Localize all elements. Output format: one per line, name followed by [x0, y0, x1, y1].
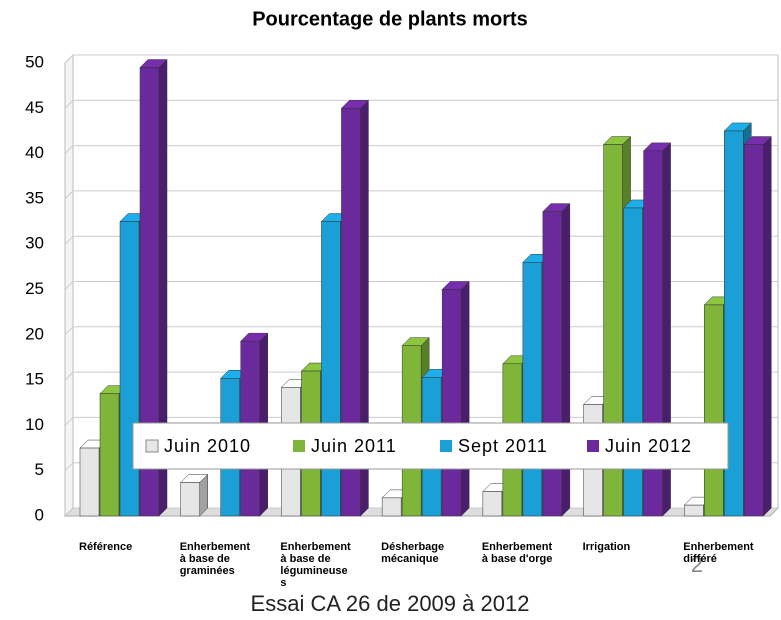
bar-front — [321, 221, 341, 517]
bar-front — [119, 221, 140, 517]
x-tick-label: Enherbement à base d'orge — [481, 541, 553, 565]
legend-swatch — [293, 440, 305, 452]
bar-front — [704, 304, 724, 517]
bar — [340, 99, 370, 517]
bar-front — [139, 67, 160, 517]
y-tick-label: 35 — [25, 188, 44, 207]
bar-front — [623, 207, 643, 517]
legend-label: Juin 2012 — [605, 436, 692, 456]
y-tick-label: 10 — [25, 415, 44, 434]
y-tick-label: 5 — [35, 460, 44, 479]
bar-front — [542, 211, 563, 517]
x-tick-label: Enherbement à base de graminées — [179, 541, 250, 577]
bar — [441, 280, 470, 517]
legend-swatch — [145, 439, 159, 453]
legend-swatch — [587, 440, 599, 452]
x-tick-label: Enherbement différé — [683, 541, 754, 565]
bar-front — [724, 130, 744, 517]
page-number: 2 — [691, 552, 703, 577]
x-tick-label: Référence — [79, 541, 133, 553]
y-tick-label: 15 — [25, 370, 44, 389]
legend-label: Sept 2011 — [458, 436, 548, 456]
bar-front — [482, 491, 503, 517]
grid-line — [64, 190, 778, 200]
bar — [743, 135, 772, 517]
bar-front — [381, 497, 402, 517]
grid-line — [64, 54, 778, 64]
bar-front — [341, 108, 361, 517]
footer: Essai CA 26 de 2009 à 2012 — [251, 591, 530, 616]
x-tick-label: Enherbement à base de légumineuse s — [280, 541, 351, 589]
x-tick-label: Désherbage mécanique — [381, 541, 445, 565]
bar-side — [460, 280, 470, 517]
grid-line — [64, 99, 778, 109]
legend-label: Juin 2010 — [164, 436, 251, 456]
bar — [180, 473, 209, 517]
bar-side — [763, 135, 772, 517]
legend-label: Juin 2011 — [311, 436, 397, 456]
y-tick-label: 20 — [25, 324, 44, 343]
bar-front — [99, 393, 120, 517]
bar-front — [79, 447, 100, 517]
grid-line — [64, 145, 778, 154]
legend-swatch — [440, 440, 452, 452]
y-tick-label: 30 — [25, 234, 44, 253]
legend-box — [132, 422, 729, 470]
x-tick-label: Irrigation — [582, 541, 631, 553]
bar-front — [744, 144, 764, 517]
bar-front — [441, 289, 462, 517]
chart-title: Pourcentage de plants morts — [252, 8, 528, 30]
bar-front — [180, 482, 200, 517]
bar-front — [522, 262, 543, 517]
y-tick-label: 40 — [25, 143, 44, 162]
bar-front — [684, 504, 704, 517]
y-tick-label: 0 — [35, 505, 44, 524]
y-tick-label: 45 — [25, 98, 44, 117]
y-tick-label: 25 — [25, 279, 44, 298]
y-tick-label: 50 — [25, 52, 44, 71]
bar — [139, 58, 168, 517]
